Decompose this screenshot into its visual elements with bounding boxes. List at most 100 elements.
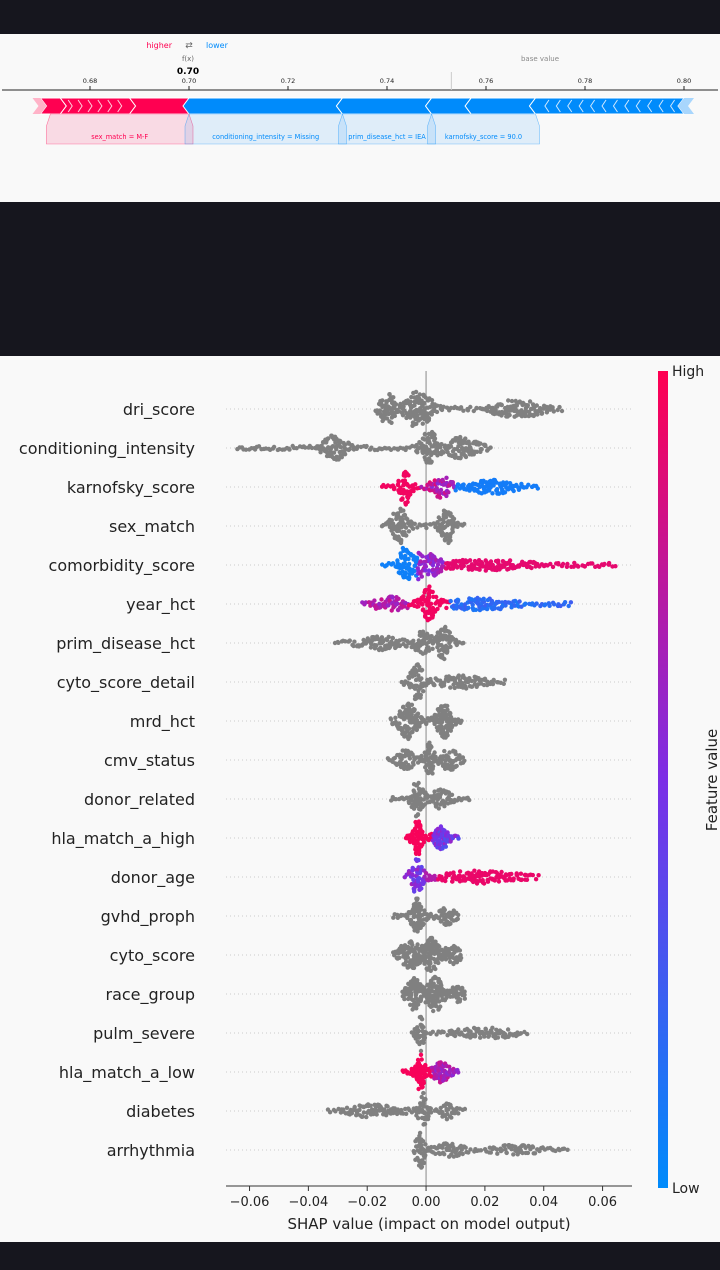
shap-point [458,456,463,461]
shap-point [418,559,423,564]
shap-point [421,1040,426,1045]
shap-point [364,1114,369,1120]
shap-point [465,408,471,413]
force-plot: higher ⇄ lower f(x) 0.70 base value 0.68… [2,41,718,145]
shap-point [447,710,453,716]
shap-point [411,976,417,981]
feature-label-cyto_score: cyto_score [110,946,195,966]
feature-points-conditioning_intensity [235,429,493,465]
shap-point [385,1104,390,1109]
shap-point [411,788,416,793]
shap-point [532,1151,538,1156]
shap-point [424,631,430,636]
shap-point [478,1148,484,1153]
shap-point [420,832,425,837]
shap-point [439,442,444,447]
shap-point [440,1110,445,1116]
feature-label-cmv_status: cmv_status [104,751,195,771]
shap-point [472,1033,478,1038]
shap-point [557,404,562,410]
shap-point [511,488,516,494]
shap-point [488,559,494,564]
shap-point [418,552,423,557]
shap-point [452,685,457,691]
shap-point [410,526,416,531]
shap-point [590,561,595,566]
shap-point [613,564,618,569]
shap-point [428,956,433,961]
shap-point [352,639,357,644]
shap-point [491,483,496,488]
shap-point [430,764,436,769]
shap-point [454,763,459,769]
shap-point [446,562,452,567]
feature-points-hla_match_a_high [403,819,461,857]
shap-point [352,1104,357,1110]
shap-point [406,871,412,876]
shap-point [445,649,450,654]
shap-point [449,1115,454,1120]
shap-point [442,656,447,662]
shap-point [454,563,459,569]
shap-point [457,678,463,683]
shap-point [474,600,480,605]
colorbar [658,371,668,1188]
shap-point [497,481,502,487]
shap-point [500,487,505,492]
feature-label-diabetes: diabetes [126,1102,195,1121]
shap-point [453,751,458,757]
x-tick-label: 0.06 [588,1195,617,1210]
feature-labels: dri_score conditioning_intensity karnofsky… [19,400,195,1160]
shap-point [419,1084,425,1090]
shap-point [445,707,450,712]
shap-point [504,1150,509,1156]
shap-point [403,533,409,538]
shap-point [403,557,408,562]
shap-point [439,913,444,918]
shap-point [393,402,399,407]
force-tick-label: 0.74 [380,77,394,85]
shap-point [429,744,434,750]
shap-point [340,449,345,454]
shap-point [447,483,452,488]
shap-point [389,518,394,523]
shap-point [437,793,443,798]
shap-point [478,1035,483,1040]
x-tick-label: −0.02 [347,1195,387,1210]
shap-point [524,877,530,882]
shap-point [416,858,421,863]
shap-point [403,760,408,765]
shap-point [471,486,476,492]
shap-point [418,1052,424,1057]
shap-point [436,806,441,811]
shap-point [459,986,465,991]
shap-point [430,646,435,651]
shap-point [421,1079,426,1084]
shap-point [459,1147,464,1152]
shap-point [507,558,513,563]
shap-point [565,1147,570,1152]
shap-point [368,1103,373,1108]
shap-point [448,1102,453,1108]
shap-point [507,412,512,418]
feature-points-dri_score [373,389,565,428]
shap-point [408,712,414,718]
shap-point [403,525,409,530]
shap-point [469,684,474,689]
shap-point [417,876,422,881]
shap-point [391,915,396,920]
shap-point [454,606,459,611]
shap-point [398,401,403,407]
shap-point [486,1034,491,1039]
shap-point [271,444,277,450]
shap-point [423,564,429,569]
shap-point [407,799,413,804]
shap-point [478,1029,484,1035]
shap-point [448,538,453,543]
shap-point [412,707,417,712]
shap-point [401,487,406,493]
shap-point [422,1110,427,1116]
shap-point [415,1028,421,1033]
shap-point [425,436,431,441]
shap-point [441,681,446,686]
